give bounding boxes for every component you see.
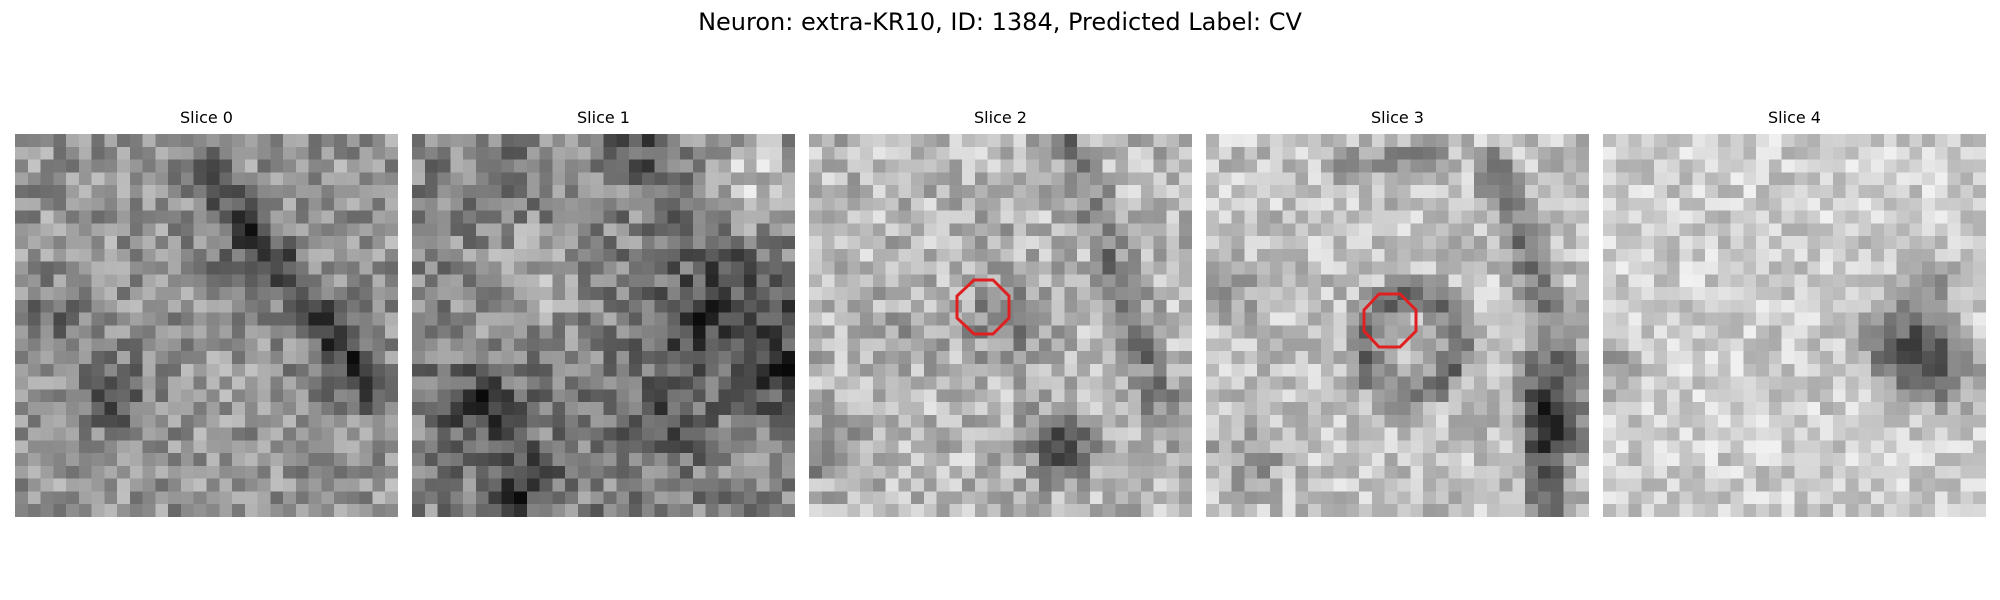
slice-panel-2: Slice 2	[809, 108, 1192, 517]
slice-panel-3: Slice 3	[1206, 108, 1589, 517]
figure-title: Neuron: extra-KR10, ID: 1384, Predicted …	[698, 8, 1302, 36]
slice-title: Slice 3	[1371, 108, 1424, 127]
slice-image	[1603, 134, 1986, 517]
roi-outline	[955, 278, 1011, 336]
slice-panel-4: Slice 4	[1603, 108, 1986, 517]
slice-image	[412, 134, 795, 517]
slice-title: Slice 4	[1768, 108, 1821, 127]
slice-title: Slice 1	[577, 108, 630, 127]
slice-title: Slice 2	[974, 108, 1027, 127]
roi-outline	[1362, 292, 1418, 349]
slice-title: Slice 0	[180, 108, 233, 127]
slice-panel-0: Slice 0	[15, 108, 398, 517]
slice-image	[1206, 134, 1589, 517]
slice-panel-1: Slice 1	[412, 108, 795, 517]
slice-image	[15, 134, 398, 517]
